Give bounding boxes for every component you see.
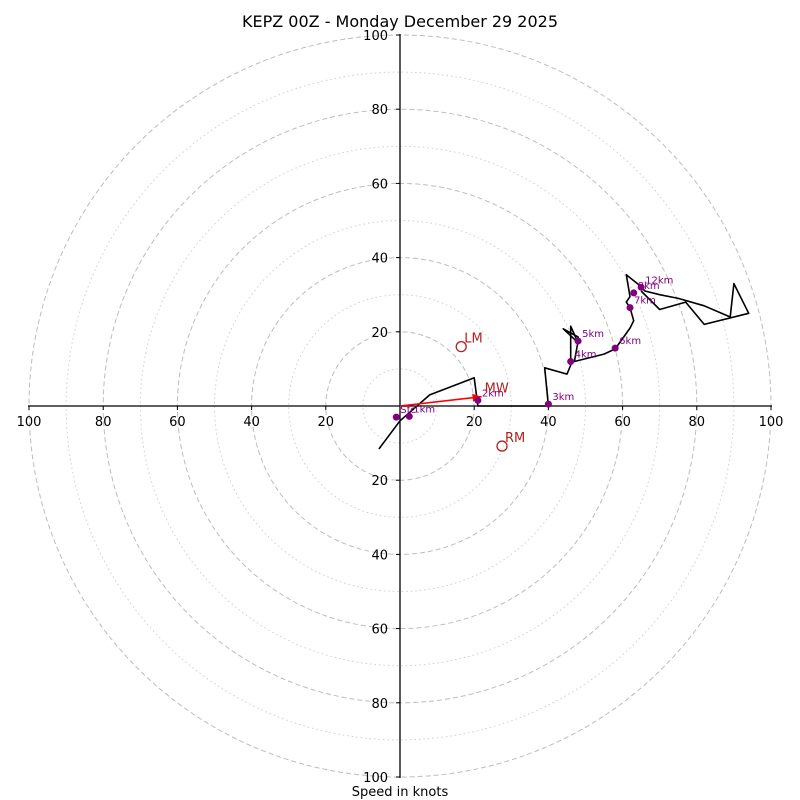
motion-marker-lm [455, 340, 467, 353]
x-tick-label: 20 [318, 415, 335, 430]
x-axis-label: Speed in knots [352, 785, 449, 800]
height-marker-label: 5km [582, 329, 604, 340]
height-marker-point [405, 412, 413, 420]
motion-label-rm: RM [505, 431, 525, 446]
height-marker-point [637, 283, 645, 291]
x-tick-label: 80 [689, 415, 706, 430]
mean-wind-vector [399, 395, 482, 407]
chart-title: KEPZ 00Z - Monday December 29 2025 [242, 12, 558, 31]
height-marker-point [544, 400, 552, 408]
y-tick-label: 80 [371, 103, 388, 118]
y-tick-label: 100 [363, 29, 388, 44]
x-tick-label: 60 [169, 415, 186, 430]
y-tick-label: 20 [371, 474, 388, 489]
motion-label-mw: MW [485, 382, 509, 397]
x-tick-label: 100 [17, 415, 42, 430]
height-marker-point [474, 396, 482, 404]
x-tick-label: 20 [466, 415, 483, 430]
height-marker-label: 7km [634, 296, 656, 307]
height-marker-label: 6km [619, 336, 641, 347]
height-marker-point [626, 304, 634, 312]
x-tick-label: 40 [243, 415, 260, 430]
height-marker-label: 4km [575, 349, 597, 360]
storm-motion-markers: LM RM MW [455, 332, 525, 452]
y-tick-label: 80 [371, 697, 388, 712]
height-marker-point [567, 357, 575, 365]
x-tick-label: 60 [614, 415, 631, 430]
y-tick-label: 20 [371, 326, 388, 341]
y-tick-label: 40 [371, 252, 388, 267]
height-marker-label: 12km [645, 275, 673, 286]
height-marker-label: 2km [482, 388, 504, 399]
y-tick-label: 60 [371, 177, 388, 192]
height-marker-label: 1km [413, 404, 435, 415]
x-tick-label: 80 [95, 415, 112, 430]
x-tick-label: 100 [759, 415, 784, 430]
motion-marker-rm [496, 440, 508, 452]
height-marker-point [630, 289, 638, 297]
height-marker-label: 8km [638, 281, 660, 292]
hodograph-trace [378, 273, 750, 450]
x-tick-label: 40 [540, 415, 557, 430]
height-marker-label: 3km [552, 392, 574, 403]
height-marker-point [611, 344, 619, 352]
y-tick-label: 40 [371, 548, 388, 563]
y-tick-label: 60 [371, 623, 388, 638]
y-tick-label: 100 [363, 771, 388, 786]
height-marker-point [392, 413, 400, 421]
height-marker-point [574, 337, 582, 345]
motion-label-lm: LM [464, 332, 482, 347]
height-marker-label: Sfc [400, 405, 415, 416]
tick-labels: 100 80 60 40 20 20 40 60 80 100 100 80 60 40 20 20 40 60 8… [17, 29, 784, 786]
